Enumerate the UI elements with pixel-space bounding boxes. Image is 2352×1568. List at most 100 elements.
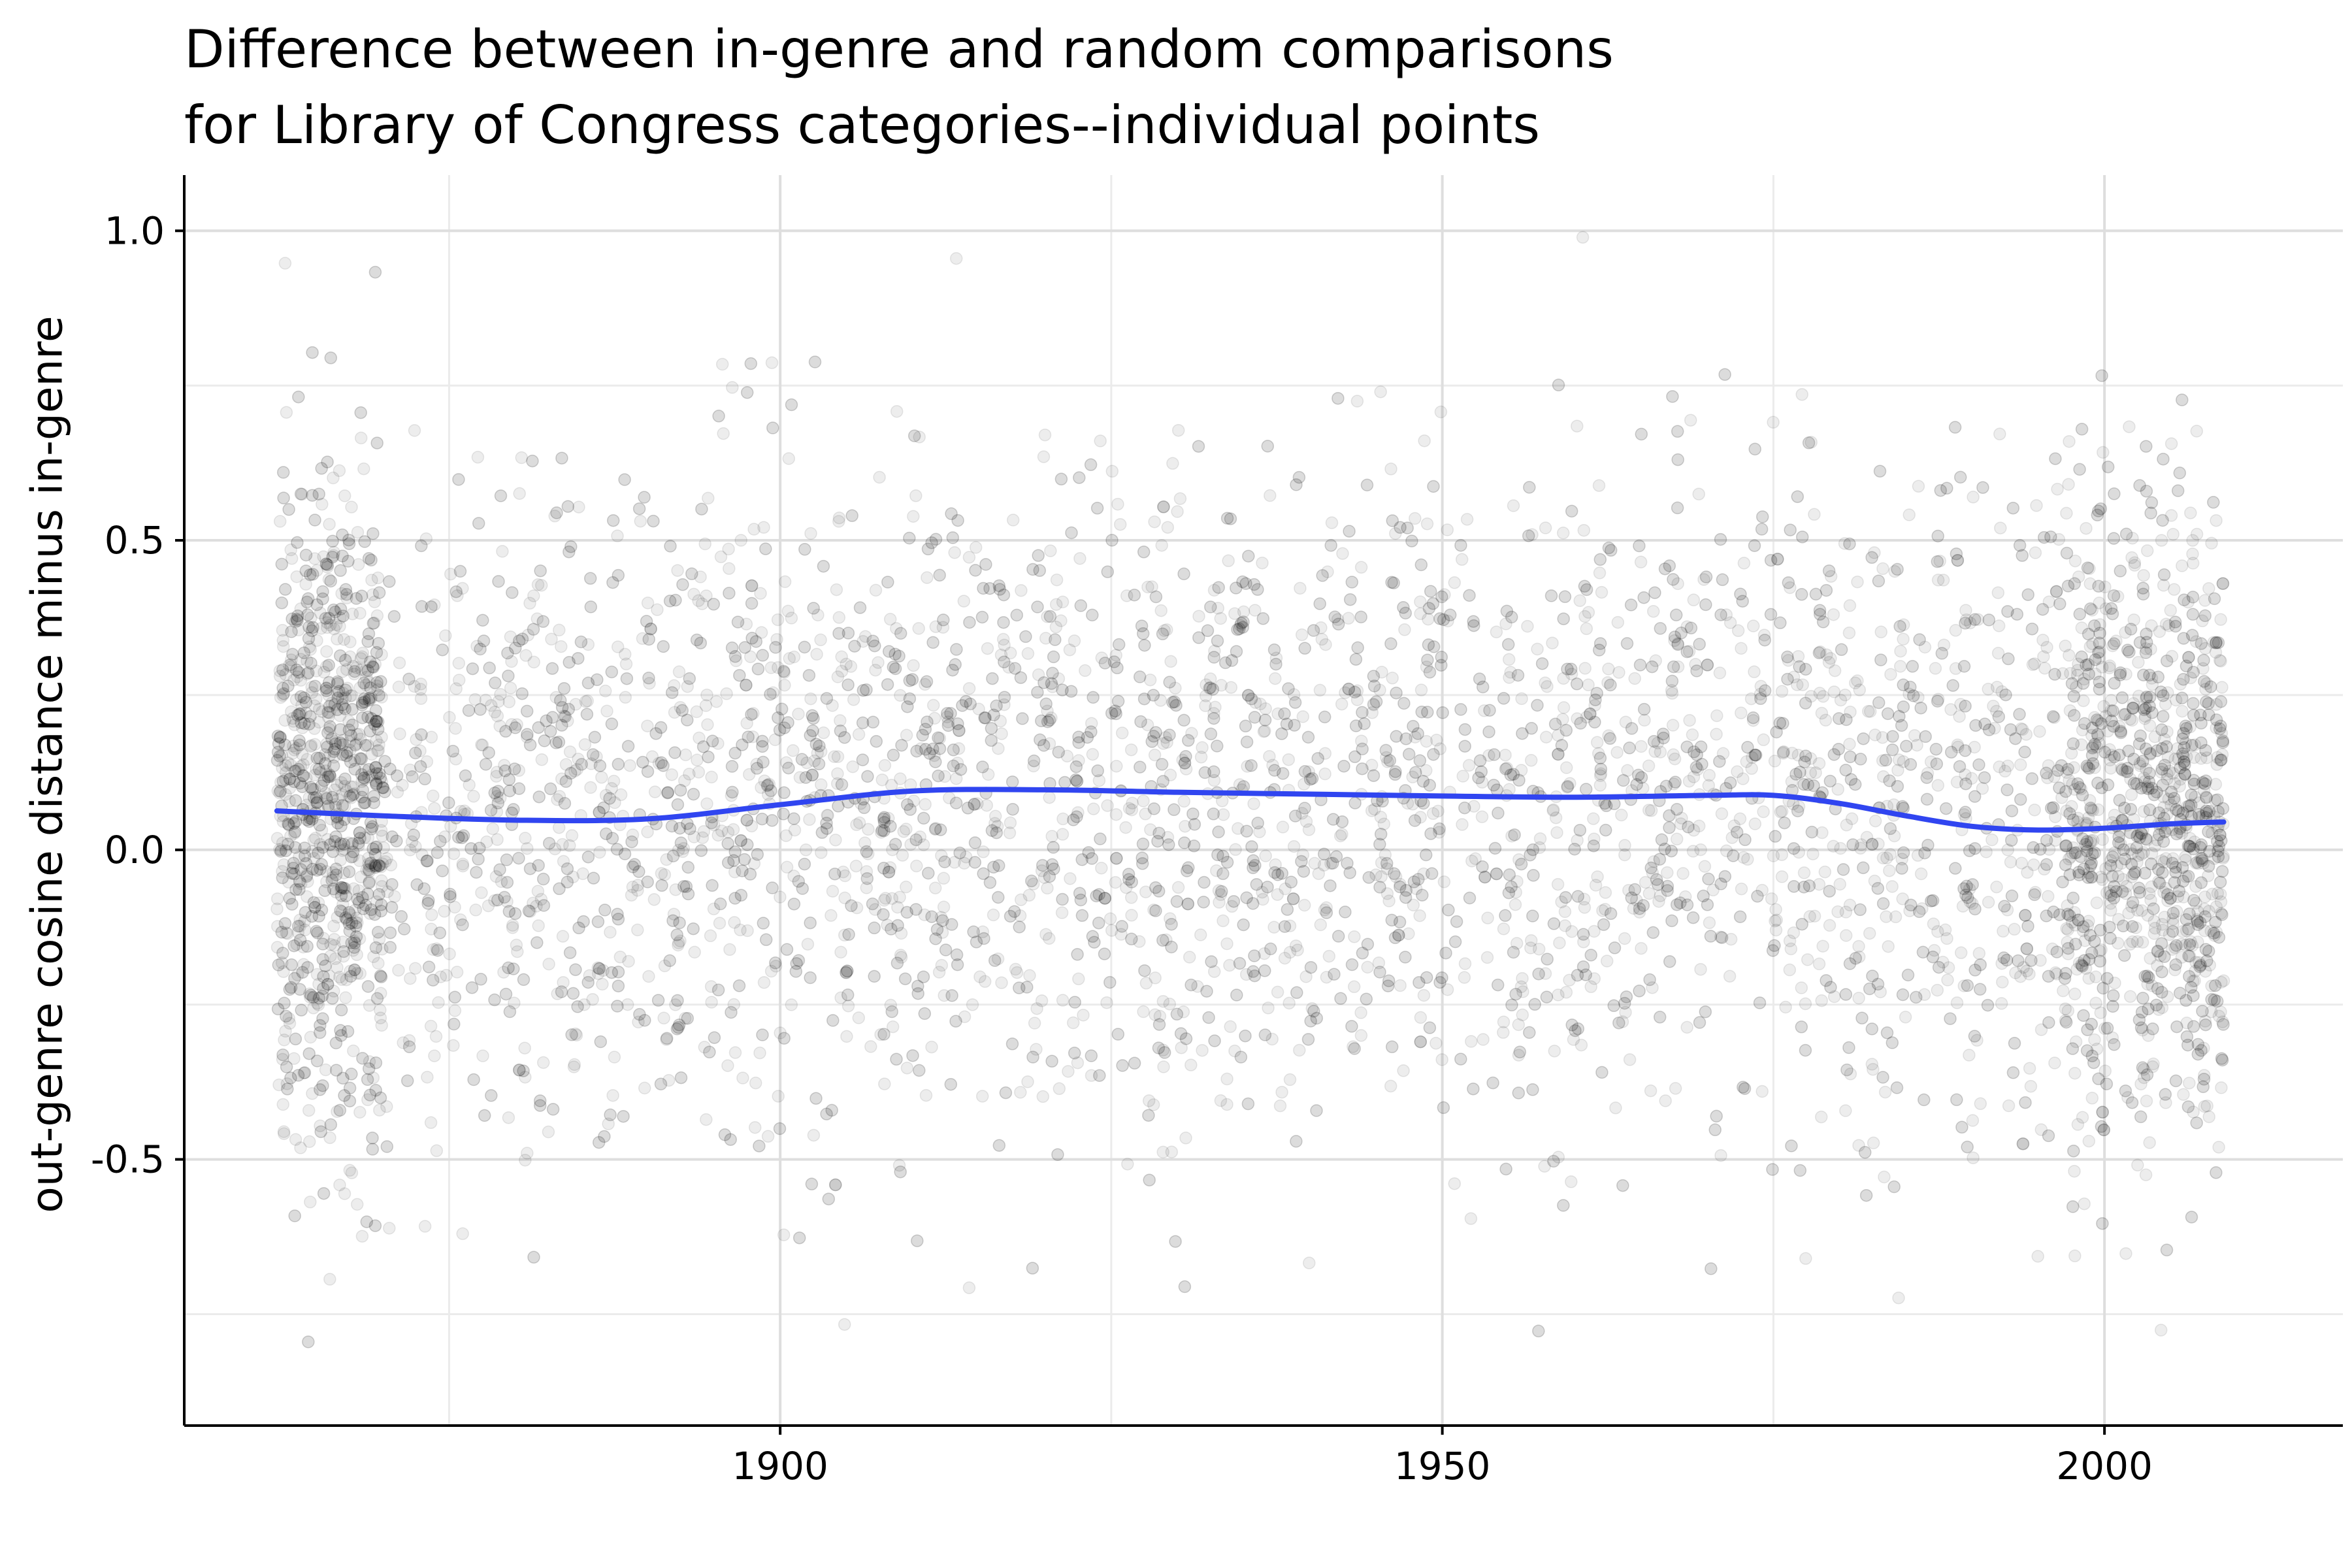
scatter-point: [449, 682, 463, 695]
scatter-point: [1692, 819, 1706, 833]
scatter-point: [1714, 1149, 1727, 1162]
scatter-point: [1715, 807, 1729, 821]
scatter-point: [766, 881, 779, 894]
scatter-point: [2088, 1033, 2101, 1047]
scatter-point: [287, 743, 301, 757]
scatter-point: [1713, 666, 1727, 679]
scatter-point: [1892, 1291, 1905, 1305]
scatter-point: [1659, 1094, 1672, 1107]
scatter-point: [327, 549, 340, 562]
scatter-point: [414, 683, 427, 696]
scatter-point: [556, 930, 570, 943]
scatter-point: [1827, 840, 1840, 853]
scatter-point: [2082, 915, 2095, 928]
scatter-point: [966, 998, 979, 1011]
scatter-point: [1477, 1033, 1490, 1046]
scatter-point: [1354, 1029, 1368, 1042]
scatter-point: [2042, 843, 2056, 856]
scatter-point: [1768, 755, 1782, 768]
scatter-point: [1458, 957, 1472, 970]
scatter-point: [1867, 1136, 1880, 1150]
scatter-point: [2212, 1141, 2225, 1154]
scatter-point: [362, 770, 375, 784]
scatter-point: [2125, 788, 2138, 802]
scatter-point: [1929, 662, 1942, 675]
scatter-point: [757, 976, 771, 989]
scatter-point: [2103, 743, 2116, 756]
scatter-point: [1308, 857, 1321, 870]
scatter-point: [2180, 1017, 2193, 1030]
scatter-point: [631, 883, 644, 897]
scatter-point: [393, 727, 406, 741]
scatter-point: [894, 949, 907, 962]
scatter-point: [1959, 604, 1972, 617]
scatter-point: [1578, 662, 1592, 675]
scatter-point: [1509, 885, 1522, 899]
scatter-point: [2213, 653, 2227, 667]
scatter-point: [2072, 956, 2086, 970]
scatter-point: [1578, 901, 1592, 914]
scatter-point: [428, 598, 441, 612]
scatter-point: [1776, 747, 1790, 760]
scatter-point: [1839, 929, 1853, 942]
scatter-point: [1884, 848, 1897, 861]
scatter-point: [995, 976, 1008, 989]
scatter-point: [404, 972, 417, 985]
scatter-point: [2108, 846, 2121, 859]
scatter-point: [1302, 823, 1316, 836]
scatter-point: [1037, 871, 1051, 884]
scatter-point: [1384, 1079, 1397, 1093]
scatter-point: [631, 879, 645, 892]
scatter-point: [598, 684, 612, 698]
scatter-point: [1032, 668, 1045, 681]
scatter-point: [420, 755, 434, 768]
scatter-point: [1963, 1049, 1976, 1062]
scatter-point: [1555, 895, 1568, 909]
scatter-point: [757, 521, 770, 534]
scatter-point: [1134, 715, 1147, 728]
scatter-point: [1220, 937, 1233, 951]
scatter-point: [1819, 713, 1833, 727]
scatter-point: [814, 633, 827, 647]
scatter-point: [475, 886, 488, 900]
scatter-point: [715, 357, 729, 371]
scatter-point: [1382, 894, 1396, 907]
scatter-point: [1450, 915, 1463, 928]
scatter-point: [419, 532, 433, 546]
scatter-point: [2140, 1094, 2153, 1107]
scatter-point: [817, 726, 830, 740]
scatter-point: [558, 796, 572, 810]
scatter-point: [1735, 706, 1748, 719]
scatter-point: [1746, 619, 1760, 632]
scatter-point: [523, 596, 536, 610]
scatter-point: [340, 663, 353, 676]
scatter-point: [1623, 1053, 1637, 1066]
scatter-point: [890, 956, 904, 970]
scatter-point: [669, 998, 682, 1011]
scatter-point: [1941, 973, 1954, 987]
scatter-point: [1516, 1008, 1529, 1022]
scatter-point: [774, 890, 787, 904]
scatter-point: [320, 875, 333, 889]
scatter-point: [348, 934, 361, 948]
scatter-point: [2203, 958, 2217, 972]
scatter-point: [1635, 941, 1648, 955]
scatter-point: [1949, 624, 1963, 637]
scatter-point: [691, 753, 704, 767]
scatter-point: [1756, 1085, 1769, 1098]
scatter-point: [1259, 849, 1272, 862]
scatter-point: [1799, 1252, 1812, 1266]
scatter-point: [1778, 816, 1791, 830]
scatter-point: [337, 949, 350, 963]
scatter-point: [563, 745, 577, 759]
scatter-point: [878, 759, 892, 772]
scatter-point: [1931, 779, 1945, 792]
scatter-point: [338, 779, 351, 793]
scatter-point: [935, 958, 949, 972]
scatter-point: [1683, 713, 1696, 727]
scatter-point: [492, 694, 505, 708]
scatter-point: [1783, 963, 1797, 977]
scatter-point: [801, 938, 815, 951]
scatter-point: [2202, 1110, 2215, 1124]
scatter-point: [918, 908, 931, 921]
